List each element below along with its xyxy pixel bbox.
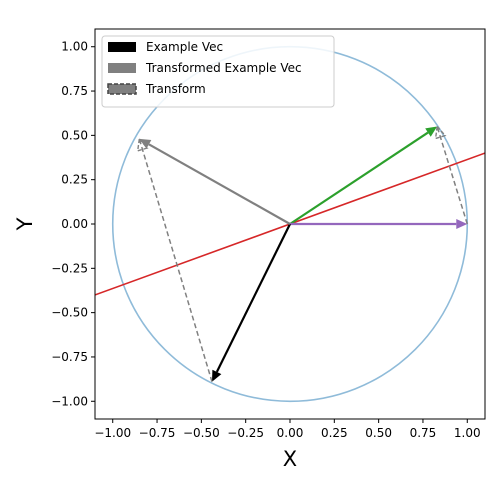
legend: Example Vec Transformed Example Vec Transf… — [101, 35, 335, 108]
plot-area — [95, 45, 485, 403]
example-vec — [212, 223, 291, 382]
legend-swatch — [108, 42, 136, 52]
purple-vector-head — [456, 219, 468, 229]
x-tick-label: −1.00 — [94, 426, 131, 440]
x-tick-label: 0.50 — [365, 426, 392, 440]
transform-arrow-2 — [434, 124, 468, 225]
transform-arrow-2-head — [434, 124, 447, 140]
x-tick-label: 0.75 — [410, 426, 437, 440]
legend-label: Transform — [145, 82, 206, 96]
y-tick-label: 0.50 — [61, 128, 88, 142]
transform-arrow-1-shaft — [138, 138, 213, 382]
axis-ticks: −1.00 −0.75 −0.50 −0.25 0.00 0.25 0.50 0.75 1.00… — [51, 40, 480, 440]
x-tick-label: 1.00 — [454, 426, 481, 440]
legend-label: Transformed Example Vec — [145, 61, 302, 75]
legend-box — [101, 35, 335, 108]
x-axis-title: X — [283, 447, 297, 471]
green-vector — [289, 126, 438, 225]
transform-arrow-1 — [136, 137, 213, 382]
y-tick-label: −0.50 — [51, 306, 88, 320]
transform-arrow-2-shaft — [436, 126, 468, 225]
y-tick-label: 0.75 — [61, 84, 88, 98]
transform-arrow-1-head — [136, 137, 149, 152]
green-vector-head — [425, 126, 438, 137]
y-tick-label: 1.00 — [61, 40, 88, 54]
example-vec-shaft — [215, 223, 291, 373]
y-tick-label: 0.25 — [61, 173, 88, 187]
legend-label: Example Vec — [146, 40, 223, 54]
y-tick-label: −0.25 — [51, 261, 88, 275]
transformed-example-vec-shaft — [148, 143, 291, 225]
x-tick-label: 0.00 — [277, 426, 304, 440]
y-tick-label: −0.75 — [51, 350, 88, 364]
y-axis-title: Y — [13, 217, 37, 231]
x-tick-label: 0.25 — [321, 426, 348, 440]
legend-swatch — [108, 63, 136, 73]
legend-swatch — [107, 83, 137, 95]
y-tick-label: 0.00 — [61, 217, 88, 231]
x-tick-label: −0.75 — [139, 426, 176, 440]
purple-vector — [290, 219, 468, 229]
green-vector-shaft — [289, 131, 429, 225]
y-tick-label: −1.00 — [51, 394, 88, 408]
example-vec-head — [212, 369, 222, 382]
x-tick-label: −0.25 — [227, 426, 264, 440]
x-tick-label: −0.50 — [183, 426, 220, 440]
